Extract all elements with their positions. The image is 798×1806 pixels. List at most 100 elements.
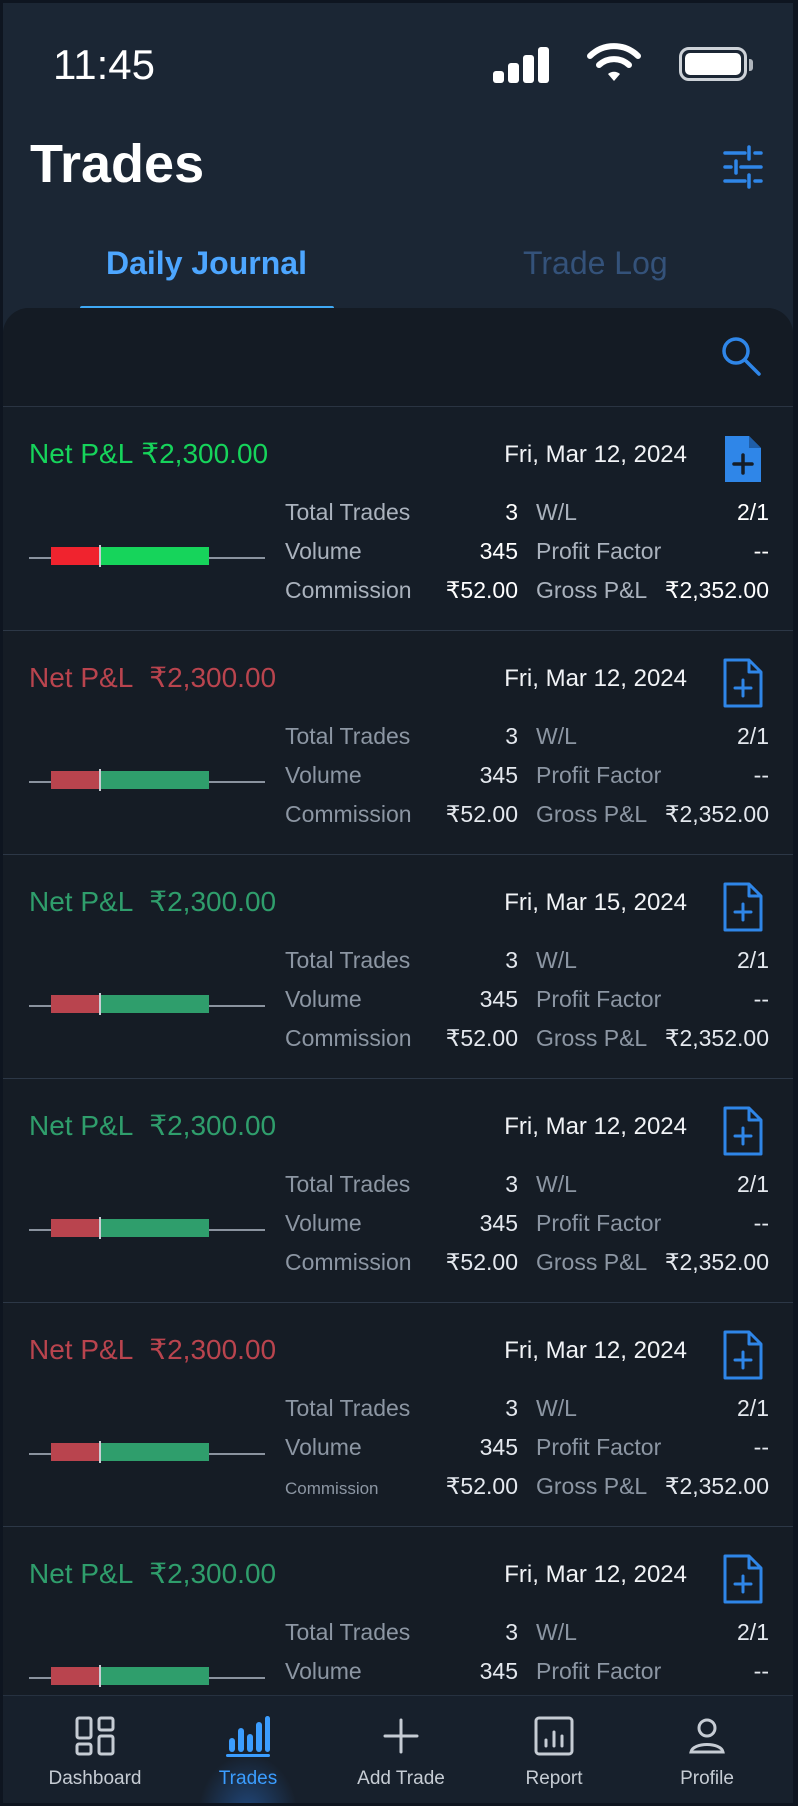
gross-pnl-label: Gross P&L [536,1473,648,1499]
nav-report[interactable]: Report [478,1696,630,1803]
journal-day-card[interactable]: Net P&L ₹2,300.00 Fri, Mar 12, 2024 Total… [3,1527,793,1708]
journal-day-card[interactable]: Net P&L ₹2,300.00 Fri, Mar 15, 2024 Total… [3,855,793,1079]
net-pnl-label: Net P&L [29,1558,134,1589]
card-date: Fri, Mar 12, 2024 [504,1113,687,1140]
nav-label-trades: Trades [218,1768,278,1789]
add-note-icon[interactable] [719,657,767,709]
total-trades-label: Total Trades [285,1619,411,1645]
win-segment [101,1219,209,1237]
net-pnl: Net P&L ₹2,300.00 [29,437,268,470]
win-loss-bar [29,993,265,1017]
commission-value: ₹52.00 [445,801,518,827]
win-segment [101,547,209,565]
commission-value: ₹52.00 [445,577,518,603]
commission-label: Commission [285,1479,379,1498]
loss-segment [51,995,99,1013]
battery-icon [679,47,753,81]
journal-day-card[interactable]: Net P&L ₹2,300.00 Fri, Mar 12, 2024 Total… [3,631,793,855]
status-bar: 11:45 [3,3,793,123]
nav-dashboard[interactable]: Dashboard [19,1696,171,1803]
tab-trade-log[interactable]: Trade Log [523,245,668,281]
wl-label: W/L [536,1171,577,1197]
loss-segment [51,1667,99,1685]
active-nav-glow [198,1754,298,1803]
commission-value: ₹52.00 [445,1473,518,1499]
wl-value: 2/1 [737,723,769,749]
journal-day-card[interactable]: Net P&L ₹2,300.00 Fri, Mar 12, 2024 Total… [3,1079,793,1303]
page-title: Trades [30,134,205,194]
dashboard-icon [75,1716,115,1756]
commission-label: Commission [285,801,412,827]
net-pnl: Net P&L ₹2,300.00 [29,661,276,694]
net-pnl: Net P&L ₹2,300.00 [29,1109,276,1142]
total-trades-value: 3 [505,499,518,525]
nav-profile[interactable]: Profile [631,1696,783,1803]
wl-value: 2/1 [737,1395,769,1421]
wl-value: 2/1 [737,1619,769,1645]
gross-pnl-label: Gross P&L [536,577,648,603]
card-stats: Total Trades 3 W/L 2/1 Volume 345 Profit… [285,499,769,616]
profit-factor-value: -- [753,986,769,1012]
commission-label: Commission [285,577,412,603]
journal-day-card[interactable]: Net P&L ₹2,300.00 Fri, Mar 12, 2024 Total… [3,407,793,631]
add-note-icon[interactable] [719,1553,767,1605]
volume-value: 345 [479,1210,518,1236]
add-note-icon[interactable] [719,1105,767,1157]
search-icon[interactable] [719,334,763,378]
card-stats: Total Trades 3 W/L 2/1 Volume 345 Profit… [285,723,769,840]
net-pnl-label: Net P&L [29,662,134,693]
profit-factor-value: -- [753,1434,769,1460]
tab-daily-journal[interactable]: Daily Journal [106,245,307,281]
volume-label: Volume [285,1658,362,1684]
total-trades-value: 3 [505,1171,518,1197]
net-pnl-label: Net P&L [29,1110,134,1141]
gross-pnl-value: ₹2,352.00 [664,577,769,603]
wl-label: W/L [536,1395,577,1421]
nav-label-report: Report [525,1768,583,1789]
add-note-icon[interactable] [719,1329,767,1381]
wl-label: W/L [536,499,577,525]
win-segment [101,1443,209,1461]
journal-day-card[interactable]: Net P&L ₹2,300.00 Fri, Mar 12, 2024 Total… [3,1303,793,1527]
profit-factor-label: Profit Factor [536,986,662,1012]
gross-pnl-value: ₹2,352.00 [664,1025,769,1051]
gross-pnl-value: ₹2,352.00 [664,1249,769,1275]
profit-factor-value: -- [753,1210,769,1236]
win-segment [101,1667,209,1685]
total-trades-value: 3 [505,1395,518,1421]
net-pnl-label: Net P&L [29,886,134,917]
gross-pnl-value: ₹2,352.00 [664,801,769,827]
nav-add-trade[interactable]: Add Trade [325,1696,477,1803]
net-pnl-value: ₹2,300.00 [149,1558,277,1589]
filter-settings-icon[interactable] [719,143,767,191]
card-stats: Total Trades 3 W/L 2/1 Volume 345 Profit… [285,947,769,1064]
volume-value: 345 [479,762,518,788]
win-segment [101,995,209,1013]
card-date: Fri, Mar 12, 2024 [504,665,687,692]
nav-label-profile: Profile [680,1768,734,1789]
card-date: Fri, Mar 12, 2024 [504,1561,687,1588]
net-pnl: Net P&L ₹2,300.00 [29,1333,276,1366]
total-trades-label: Total Trades [285,723,411,749]
commission-label: Commission [285,1025,412,1051]
net-pnl-value: ₹2,300.00 [149,662,277,693]
nav-trades[interactable]: Trades [172,1696,324,1803]
volume-value: 345 [479,1658,518,1684]
profit-factor-value: -- [753,538,769,564]
nav-label-add-trade: Add Trade [357,1768,445,1789]
add-note-icon[interactable] [719,881,767,933]
total-trades-value: 3 [505,723,518,749]
add-note-icon[interactable] [719,433,767,485]
wl-label: W/L [536,1619,577,1645]
nav-label-dashboard: Dashboard [48,1768,142,1789]
card-date: Fri, Mar 12, 2024 [504,1337,687,1364]
commission-label: Commission [285,1249,412,1275]
search-bar [3,308,793,407]
cellular-signal-icon [493,47,549,83]
loss-segment [51,1443,99,1461]
gross-pnl-label: Gross P&L [536,801,648,827]
report-icon [534,1716,574,1756]
card-date: Fri, Mar 12, 2024 [504,441,687,468]
net-pnl-value: ₹2,300.00 [149,1334,277,1365]
net-pnl-value: ₹2,300.00 [141,438,269,469]
